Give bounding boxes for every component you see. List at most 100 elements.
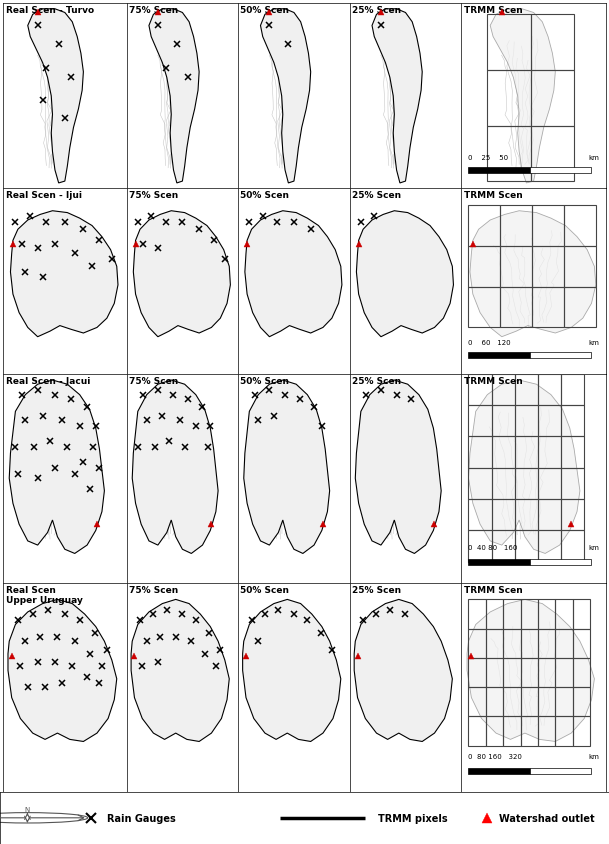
Bar	[515, 500, 538, 531]
Bar	[555, 629, 572, 658]
Bar	[487, 127, 530, 181]
Bar	[530, 768, 591, 774]
Polygon shape	[8, 600, 117, 742]
Polygon shape	[131, 600, 229, 742]
Polygon shape	[149, 10, 199, 184]
Bar	[486, 658, 503, 687]
Text: 0  40 80   160: 0 40 80 160	[468, 544, 518, 550]
Text: Real Scen
Upper Uruguay: Real Scen Upper Uruguay	[5, 585, 82, 604]
Bar	[486, 717, 503, 746]
Bar	[468, 500, 491, 531]
Bar	[521, 600, 538, 629]
Bar	[487, 15, 530, 71]
Bar	[503, 658, 521, 687]
Bar	[532, 206, 564, 246]
Bar	[501, 246, 532, 287]
Text: TRMM Scen: TRMM Scen	[464, 191, 523, 200]
Bar	[572, 687, 590, 717]
Text: 50% Scen: 50% Scen	[241, 191, 289, 200]
Polygon shape	[132, 381, 218, 554]
Polygon shape	[261, 10, 311, 184]
Text: 25% Scen: 25% Scen	[352, 6, 401, 15]
Text: 50% Scen: 50% Scen	[241, 376, 289, 386]
Bar	[468, 246, 501, 287]
Bar	[503, 687, 521, 717]
Text: km: km	[588, 154, 599, 160]
Bar	[530, 127, 574, 181]
Bar	[538, 687, 555, 717]
Bar	[572, 600, 590, 629]
Bar	[538, 406, 561, 437]
Bar	[503, 717, 521, 746]
Bar	[561, 375, 584, 406]
Bar	[515, 375, 538, 406]
Bar	[555, 717, 572, 746]
Bar	[468, 717, 486, 746]
Bar	[468, 353, 530, 359]
Polygon shape	[470, 212, 596, 338]
Bar	[468, 375, 491, 406]
Bar	[486, 600, 503, 629]
Polygon shape	[28, 10, 83, 184]
Text: 75% Scen: 75% Scen	[129, 585, 178, 594]
Bar	[564, 246, 596, 287]
Bar	[468, 287, 501, 328]
Bar	[555, 687, 572, 717]
Bar	[561, 531, 584, 562]
Bar	[515, 406, 538, 437]
Polygon shape	[9, 381, 104, 554]
Bar	[491, 406, 515, 437]
Bar	[468, 600, 486, 629]
Bar	[487, 71, 530, 127]
Bar	[486, 629, 503, 658]
Bar	[521, 717, 538, 746]
Bar	[561, 406, 584, 437]
Bar	[555, 658, 572, 687]
Bar	[538, 717, 555, 746]
Polygon shape	[468, 381, 580, 554]
Bar	[468, 168, 530, 174]
Text: km: km	[588, 339, 599, 346]
Polygon shape	[244, 381, 329, 554]
Text: 25% Scen: 25% Scen	[352, 191, 401, 200]
Bar	[521, 629, 538, 658]
Bar	[538, 658, 555, 687]
Bar	[468, 768, 530, 774]
Text: Real Scen - Ijui: Real Scen - Ijui	[5, 191, 82, 200]
Bar	[561, 437, 584, 468]
Text: km: km	[588, 754, 599, 760]
Polygon shape	[242, 600, 341, 742]
Bar	[532, 246, 564, 287]
Bar	[521, 687, 538, 717]
Bar	[530, 353, 591, 359]
Text: TRMM Scen: TRMM Scen	[464, 585, 523, 594]
Bar	[501, 206, 532, 246]
Bar	[468, 406, 491, 437]
Bar	[491, 375, 515, 406]
Text: 50% Scen: 50% Scen	[241, 585, 289, 594]
Text: Rain Gauges: Rain Gauges	[107, 813, 175, 823]
Text: 75% Scen: 75% Scen	[129, 376, 178, 386]
Bar	[468, 559, 530, 565]
Bar	[561, 468, 584, 500]
Bar	[538, 600, 555, 629]
Bar	[538, 629, 555, 658]
Bar	[555, 600, 572, 629]
Bar	[532, 287, 564, 328]
Bar	[530, 168, 591, 174]
Text: 50% Scen: 50% Scen	[241, 6, 289, 15]
Bar	[538, 468, 561, 500]
Polygon shape	[245, 212, 342, 338]
Bar	[468, 437, 491, 468]
Text: 0    60   120: 0 60 120	[468, 339, 511, 346]
Bar	[515, 468, 538, 500]
Bar	[468, 206, 501, 246]
Bar	[468, 468, 491, 500]
Text: 0  80 160   320: 0 80 160 320	[468, 754, 523, 760]
Text: 25% Scen: 25% Scen	[352, 585, 401, 594]
Text: 0    25    50: 0 25 50	[468, 154, 509, 160]
Bar	[486, 687, 503, 717]
Text: TRMM Scen: TRMM Scen	[464, 376, 523, 386]
Text: TRMM Scen: TRMM Scen	[464, 6, 523, 15]
Bar	[491, 468, 515, 500]
